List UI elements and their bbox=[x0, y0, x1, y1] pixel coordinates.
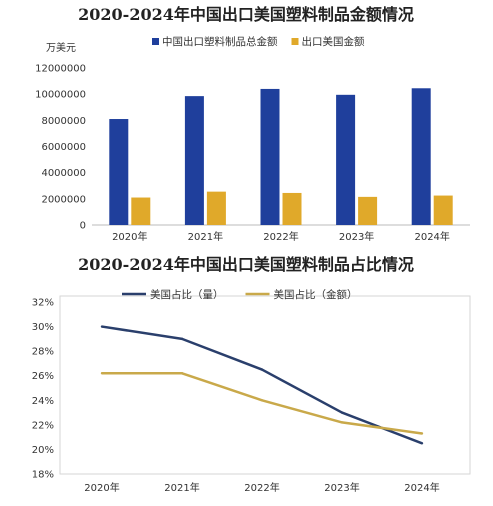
x-tick-label: 2020年 bbox=[84, 481, 119, 494]
y-tick-label: 0 bbox=[80, 221, 86, 232]
y-tick-label: 6000000 bbox=[41, 142, 86, 153]
x-tick-label: 2024年 bbox=[414, 230, 449, 243]
x-tick-label: 2023年 bbox=[339, 230, 374, 243]
legend-label-1: 美国占比（金额） bbox=[274, 288, 358, 301]
legend-swatch-1 bbox=[291, 38, 299, 45]
data-point-0-1 bbox=[180, 337, 184, 341]
y-tick-label: 8000000 bbox=[41, 116, 86, 127]
plot-frame bbox=[59, 295, 471, 475]
bar-us-2 bbox=[282, 192, 302, 225]
x-tick-label: 2023年 bbox=[324, 481, 359, 494]
bar-total-0 bbox=[109, 119, 129, 225]
bar-us-3 bbox=[358, 196, 378, 225]
legend-label-1: 出口美国金额 bbox=[302, 35, 365, 48]
bar-total-4 bbox=[411, 88, 431, 225]
bar-total-3 bbox=[336, 94, 356, 225]
data-point-0-3 bbox=[340, 411, 344, 414]
y-tick-label: 32% bbox=[32, 298, 54, 309]
data-point-0-2 bbox=[260, 368, 264, 371]
bar-total-2 bbox=[260, 88, 280, 225]
y-tick-label: 24% bbox=[32, 396, 54, 407]
y-tick-label: 26% bbox=[32, 371, 54, 382]
data-point-1-4 bbox=[420, 432, 424, 435]
x-tick-label: 2021年 bbox=[164, 481, 199, 494]
data-point-1-2 bbox=[260, 399, 264, 402]
legend-label-0: 美国占比（量） bbox=[150, 288, 224, 301]
y-tick-label: 28% bbox=[32, 347, 54, 358]
bar-chart-export-amount: 2020-2024年中国出口美国塑料制品金额情况万美元 中国出口塑料制品总金额 出口… bbox=[0, 0, 493, 250]
bar-us-0 bbox=[131, 197, 151, 225]
y-tick-label: 20% bbox=[32, 445, 54, 456]
data-point-0-4 bbox=[420, 442, 424, 445]
y-axis-unit-label: 万美元 bbox=[46, 41, 76, 54]
y-tick-label: 2000000 bbox=[41, 194, 86, 205]
x-tick-label: 2024年 bbox=[404, 481, 439, 494]
x-tick-label: 2022年 bbox=[263, 230, 298, 243]
line-chart-export-share: 2020-2024年中国出口美国塑料制品占比情况美国占比（量） 美国占比（金额） 1… bbox=[0, 250, 493, 506]
x-tick-label: 2022年 bbox=[244, 481, 279, 494]
legend-swatch-0 bbox=[152, 38, 159, 45]
data-point-0-0 bbox=[100, 325, 104, 328]
y-tick-label: 4000000 bbox=[41, 168, 86, 179]
y-tick-label: 30% bbox=[32, 322, 54, 333]
y-tick-label: 10000000 bbox=[35, 90, 86, 101]
y-tick-label: 12000000 bbox=[35, 64, 86, 75]
data-point-1-0 bbox=[100, 372, 104, 375]
y-tick-label: 22% bbox=[32, 420, 54, 431]
bar-us-1 bbox=[206, 191, 226, 225]
data-point-1-1 bbox=[180, 372, 184, 375]
data-point-1-3 bbox=[340, 421, 344, 424]
chart-title: 2020-2024年中国出口美国塑料制品金额情况 bbox=[78, 5, 414, 24]
bar-us-4 bbox=[433, 195, 453, 225]
chart-title: 2020-2024年中国出口美国塑料制品占比情况 bbox=[78, 255, 414, 274]
x-tick-label: 2020年 bbox=[112, 230, 147, 243]
y-tick-label: 18% bbox=[32, 470, 54, 481]
x-tick-label: 2021年 bbox=[188, 230, 223, 243]
legend-label-0: 中国出口塑料制品总金额 bbox=[162, 35, 278, 48]
bar-total-1 bbox=[184, 96, 204, 225]
